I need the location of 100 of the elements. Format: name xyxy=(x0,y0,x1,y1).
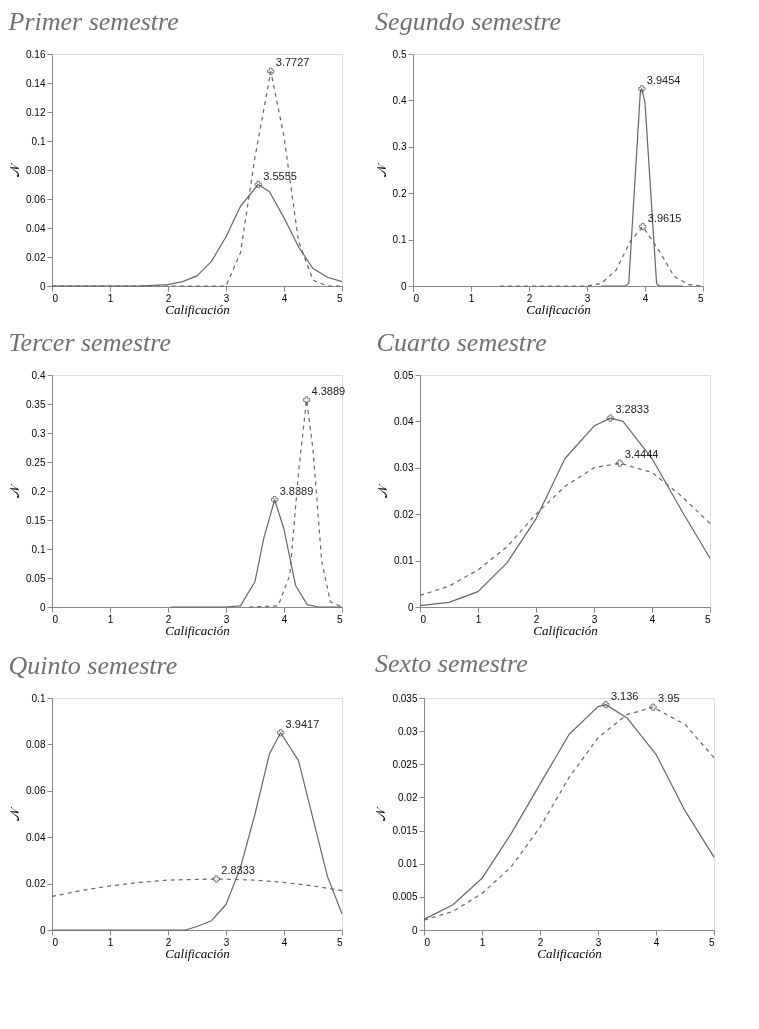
y-tick-label: 0.04 xyxy=(26,222,46,234)
y-axis-title: 𝒩 xyxy=(373,161,389,177)
y-axis-title: 𝒩 xyxy=(7,161,23,177)
y-tick-label: 0.08 xyxy=(26,738,46,750)
x-tick-label: 4 xyxy=(649,613,656,625)
x-tick-label: 2 xyxy=(165,613,172,625)
y-tick-label: 0 xyxy=(39,280,46,292)
annotation: 4.3889 xyxy=(311,384,346,397)
x-tick-label: 3 xyxy=(223,292,230,304)
y-tick-label: 0.1 xyxy=(31,692,46,704)
x-tick-label: 5 xyxy=(704,613,711,625)
annotation: 3.7727 xyxy=(275,56,310,69)
y-tick-label: 0.035 xyxy=(392,692,418,704)
chart-title: Tercer semestre xyxy=(8,328,172,357)
y-tick-label: 0.35 xyxy=(26,398,46,410)
x-tick-label: 4 xyxy=(642,292,649,304)
y-tick-label: 0.02 xyxy=(394,508,414,520)
x-tick-label: 2 xyxy=(526,292,533,304)
x-tick-label: 1 xyxy=(475,613,482,625)
x-tick-label: 2 xyxy=(533,613,540,625)
y-tick-label: 0.4 xyxy=(31,369,46,381)
y-tick-label: 0.005 xyxy=(392,891,418,903)
x-tick-label: 4 xyxy=(281,936,288,948)
y-tick-label: 0.4 xyxy=(392,94,407,106)
x-tick-label: 0 xyxy=(420,613,427,625)
x-tick-label: 3 xyxy=(595,936,602,948)
x-tick-label: 5 xyxy=(697,292,704,304)
x-tick-label: 5 xyxy=(336,613,343,625)
x-axis-title: Calificación xyxy=(165,945,230,961)
x-tick-label: 0 xyxy=(424,936,431,948)
x-tick-label: 3 xyxy=(591,613,598,625)
y-tick-label: 0.05 xyxy=(394,369,414,381)
y-axis-title: 𝒩 xyxy=(7,482,23,498)
y-tick-label: 0.02 xyxy=(26,878,46,890)
chart-title: Quinto semestre xyxy=(8,651,178,680)
y-tick-label: 0.04 xyxy=(26,831,46,843)
x-tick-label: 4 xyxy=(281,292,288,304)
annotation: 3.9417 xyxy=(285,717,320,730)
x-tick-label: 5 xyxy=(336,936,343,948)
x-tick-label: 2 xyxy=(537,936,544,948)
x-axis-title: Calificación xyxy=(533,622,598,638)
x-tick-label: 3 xyxy=(223,613,230,625)
y-tick-label: 0 xyxy=(407,601,414,613)
annotation: 3.8389 xyxy=(279,484,314,497)
y-tick-label: 0 xyxy=(39,924,46,936)
y-tick-label: 0.16 xyxy=(26,48,46,60)
y-tick-label: 0.1 xyxy=(392,234,407,246)
y-tick-label: 0.2 xyxy=(31,485,46,497)
y-tick-label: 0.04 xyxy=(394,415,414,427)
y-tick-label: 0.03 xyxy=(398,725,418,737)
y-tick-label: 0.14 xyxy=(26,77,46,89)
x-tick-label: 0 xyxy=(52,292,59,304)
annotation: 3.4444 xyxy=(624,448,659,461)
x-tick-label: 1 xyxy=(479,936,486,948)
y-tick-label: 0.12 xyxy=(26,106,46,118)
x-tick-label: 1 xyxy=(107,292,114,304)
x-tick-label: 4 xyxy=(653,936,660,948)
y-axis-title: 𝒩 xyxy=(7,805,23,821)
x-tick-label: 2 xyxy=(165,936,172,948)
y-tick-label: 0.015 xyxy=(392,825,418,837)
y-tick-label: 0.15 xyxy=(26,514,46,526)
y-tick-label: 0.06 xyxy=(26,785,46,797)
y-tick-label: 0.01 xyxy=(398,858,418,870)
y-tick-label: 0.5 xyxy=(392,48,407,60)
y-tick-label: 0.05 xyxy=(26,572,46,584)
y-tick-label: 0 xyxy=(39,601,46,613)
x-axis-title: Calificación xyxy=(165,301,230,317)
x-tick-label: 4 xyxy=(281,613,288,625)
chart-title: Primer semestre xyxy=(7,7,179,36)
x-tick-label: 0 xyxy=(52,613,59,625)
y-tick-label: 0.025 xyxy=(392,758,418,770)
y-tick-label: 0.02 xyxy=(398,791,418,803)
x-tick-label: 1 xyxy=(107,613,114,625)
x-tick-label: 5 xyxy=(336,292,343,304)
chart-title: Segundo semestre xyxy=(375,7,562,36)
x-tick-label: 1 xyxy=(468,292,475,304)
y-tick-label: 0 xyxy=(411,924,418,936)
y-tick-label: 0 xyxy=(400,280,407,292)
x-axis-title: Calificación xyxy=(165,622,230,638)
y-tick-label: 0.1 xyxy=(31,135,46,147)
chart-title: Sexto semestre xyxy=(374,648,528,678)
y-tick-label: 0.02 xyxy=(26,251,46,263)
annotation: 3.9454 xyxy=(646,73,681,86)
annotation: 3.5555 xyxy=(263,169,297,182)
chart-title: Cuarto semestre xyxy=(376,328,547,357)
x-axis-title: Calificación xyxy=(526,301,591,317)
y-tick-label: 0.01 xyxy=(394,555,414,567)
y-axis-title: 𝒩 xyxy=(375,482,391,498)
y-tick-label: 0.08 xyxy=(26,164,46,176)
annotation: 3.2833 xyxy=(615,403,650,416)
y-tick-label: 0.03 xyxy=(394,462,414,474)
annotation: 2.8333 xyxy=(221,863,255,876)
y-tick-label: 0.3 xyxy=(392,141,407,153)
annotation: 3.95 xyxy=(658,692,680,705)
y-tick-label: 0.25 xyxy=(26,456,46,468)
x-tick-label: 5 xyxy=(708,936,715,948)
x-tick-label: 3 xyxy=(584,292,591,304)
x-tick-label: 3 xyxy=(223,936,230,948)
x-axis-title: Calificación xyxy=(537,945,602,961)
y-tick-label: 0.2 xyxy=(392,187,407,199)
